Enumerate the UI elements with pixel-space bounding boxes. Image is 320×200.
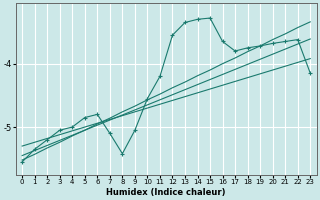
X-axis label: Humidex (Indice chaleur): Humidex (Indice chaleur) bbox=[107, 188, 226, 197]
